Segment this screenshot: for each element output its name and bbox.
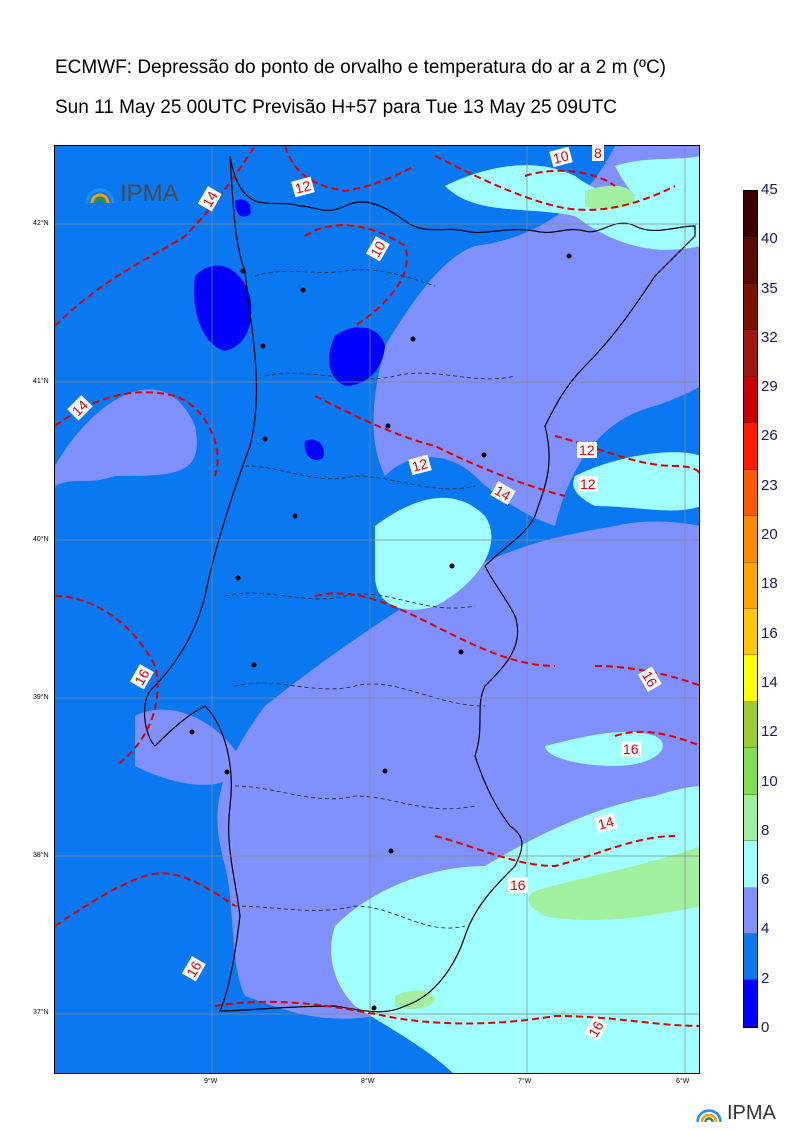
graticule: [55, 146, 699, 1073]
colorbar-tick-label: 14: [761, 673, 778, 691]
colorbar-segment: [744, 376, 757, 424]
colorbar-tick-label: 18: [761, 575, 778, 593]
colorbar-segment: [744, 934, 757, 981]
lat-label-38: 38°N: [33, 852, 49, 859]
lat-label-42: 42°N: [33, 220, 49, 227]
map-logo: IPMA: [84, 180, 179, 208]
temperature-contour-label: 16: [508, 877, 528, 893]
colorbar-segment: [744, 562, 757, 609]
colorbar-segment: [744, 887, 757, 934]
colorbar-tick-label: 12: [761, 723, 778, 741]
colorbar: [743, 190, 758, 1028]
depression-6-8-northeast: [615, 156, 699, 226]
colorbar-segment: [744, 980, 757, 1027]
depression-0-2-minho: [194, 265, 252, 351]
depression-6-8-southeast: [545, 731, 663, 766]
depression-0-2-small: [304, 439, 324, 461]
colorbar-segment: [744, 191, 757, 238]
depression-8-10-north: [585, 185, 635, 210]
lon-label-8w: 8°W: [361, 1078, 375, 1085]
lon-label-6w: 6°W: [676, 1078, 690, 1085]
colorbar-tick-label: 8: [761, 821, 770, 839]
depression-6-8-center: [375, 497, 492, 610]
colorbar-segment: [744, 330, 757, 377]
depression-4-6-northeast: [373, 146, 699, 526]
colorbar-segment: [744, 794, 757, 842]
colorbar-tick-label: 0: [761, 1019, 770, 1036]
map-subtitle: Sun 11 May 25 00UTC Previsão H+57 para T…: [55, 97, 618, 118]
district-borders: [224, 269, 516, 929]
map-logo-text: IPMA: [120, 180, 179, 207]
colorbar-tick-label: 4: [761, 920, 770, 938]
colorbar-tick-label: 40: [761, 230, 778, 248]
colorbar-segment: [744, 469, 757, 517]
depression-4-6-west: [135, 709, 245, 785]
ipma-footer-logo-icon: [696, 1108, 722, 1122]
colorbar-segment: [744, 701, 757, 749]
lat-label-40: 40°N: [33, 536, 49, 543]
map-canvas: [55, 146, 699, 1073]
colorbar-tick-label: 20: [761, 526, 778, 544]
depression-0-2-north: [235, 199, 251, 217]
temperature-contour-label: 12: [578, 476, 598, 492]
colorbar-tick-label: 26: [761, 427, 778, 445]
depression-6-8-north: [445, 165, 699, 250]
lon-label-7w: 7°W: [518, 1078, 532, 1085]
colorbar-segment: [744, 655, 757, 702]
colorbar-segment: [744, 748, 757, 795]
forecast-map: [54, 145, 700, 1074]
lat-label-37: 37°N: [33, 1009, 49, 1016]
map-title: ECMWF: Depressão do ponto de orvalho e t…: [55, 57, 666, 78]
colorbar-tick-label: 45: [761, 181, 778, 198]
colorbar-segment: [744, 841, 757, 888]
colorbar-tick-label: 16: [761, 624, 778, 642]
portugal-outline: [143, 155, 696, 1013]
colorbar-tick-label: 23: [761, 476, 778, 494]
depression-8-10-south: [528, 846, 699, 921]
depression-0-2-douro: [329, 327, 385, 386]
colorbar-tick-label: 35: [761, 279, 778, 297]
colorbar-tick-label: 29: [761, 378, 778, 396]
temperature-contour-label: 16: [621, 741, 641, 757]
lat-label-41: 41°N: [33, 378, 49, 385]
colorbar-segment: [744, 516, 757, 563]
colorbar-tick-label: 2: [761, 969, 770, 987]
colorbar-segment: [744, 423, 757, 470]
temperature-contours: [55, 146, 699, 1027]
colorbar-tick-label: 6: [761, 871, 770, 889]
city-markers: [189, 253, 572, 1011]
colorbar-segment: [744, 608, 757, 656]
footer-logo: IPMA: [695, 1102, 776, 1125]
colorbar-tick-label: 32: [761, 328, 778, 346]
colorbar-segment: [744, 283, 757, 331]
ipma-logo-icon: [85, 188, 115, 204]
depression-4-6-offshore: [55, 389, 197, 486]
temperature-contour-label: 8: [592, 145, 604, 161]
footer-logo-text: IPMA: [727, 1102, 776, 1124]
colorbar-tick-label: 10: [761, 772, 778, 790]
colorbar-segment: [744, 237, 757, 284]
lon-label-9w: 9°W: [204, 1078, 218, 1085]
lat-label-39: 39°N: [33, 694, 49, 701]
temperature-contour-label: 12: [577, 442, 597, 458]
